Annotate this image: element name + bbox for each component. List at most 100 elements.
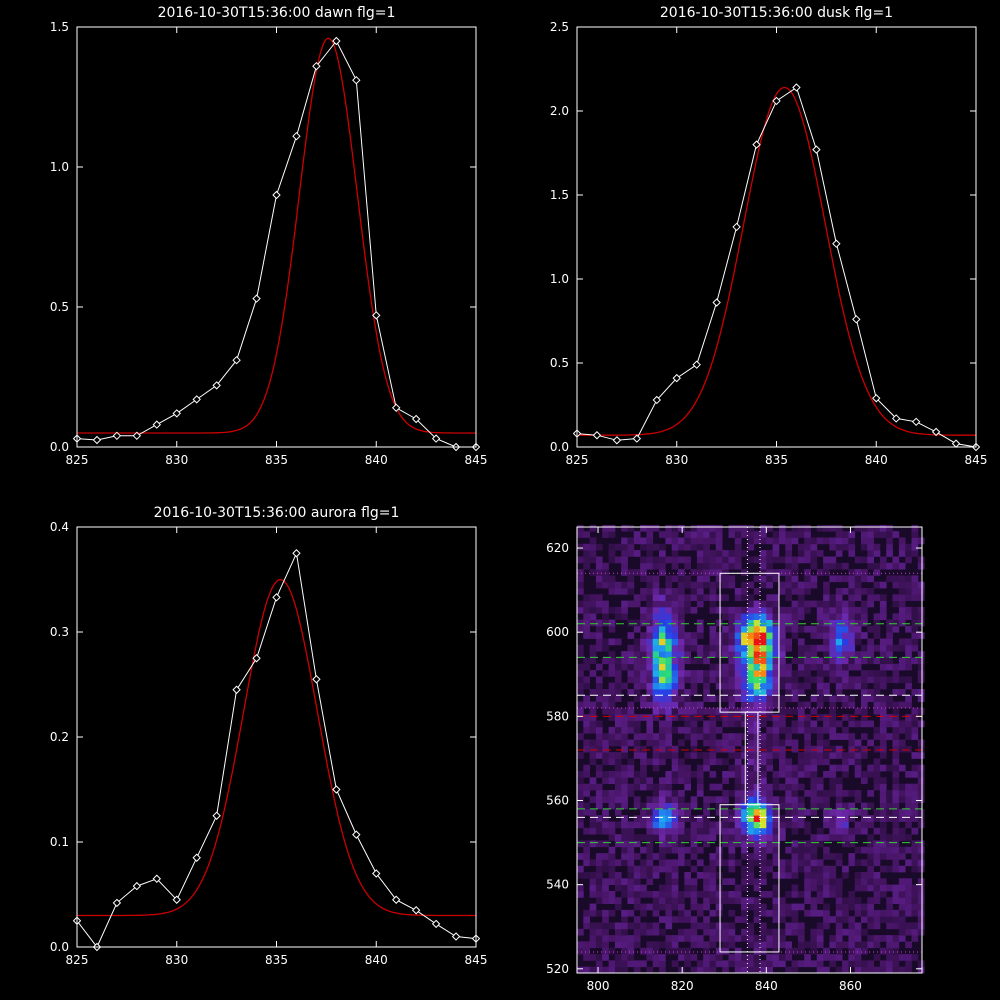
heatmap-cell [608,947,616,955]
heatmap-cell [583,916,590,923]
heatmap-cell [734,714,742,721]
heatmap-cell [589,745,597,753]
heatmap-cell [734,613,742,620]
heatmap-cell [690,689,698,696]
heatmap-cell [898,600,906,608]
heatmap-cell [703,897,710,904]
heatmap-cell [665,802,673,810]
heatmap-cell [734,827,742,835]
heatmap-cell [835,695,843,702]
data-point [112,898,122,908]
heatmap-cell [898,606,906,614]
heatmap-cell [734,802,742,810]
data-point [772,96,781,106]
heatmap-cell [816,966,824,974]
heatmap-cell [823,815,830,822]
heatmap-cell [917,790,925,797]
heatmap-cell [728,575,736,583]
heatmap-cell [728,625,736,633]
heatmap-cell [760,619,767,627]
heatmap-cell [766,619,773,627]
heatmap-cell [835,752,843,759]
heatmap-cell [753,790,761,797]
heatmap-cell [741,670,748,677]
heatmap-cell [722,707,729,715]
heatmap-cell [760,613,767,620]
heatmap-cell [734,897,742,904]
heatmap-cell [602,638,609,646]
heatmap-cell [709,834,717,841]
heatmap-cell [652,827,660,835]
heatmap-cell [867,821,874,829]
heatmap-cell [589,954,597,961]
data-point [712,298,721,307]
heatmap-cell [848,600,856,608]
heatmap-cell [583,739,590,747]
heatmap-cell [684,771,691,778]
heatmap-cell [804,588,811,595]
heatmap-cell [873,853,881,860]
heatmap-cell [589,537,597,545]
heatmap-cell [917,821,925,829]
heatmap-cell [728,834,736,841]
heatmap-cell [785,771,792,778]
heatmap-cell [810,581,818,589]
heatmap-cell [760,853,767,860]
heatmap-cell [741,606,748,614]
heatmap-cell [886,834,893,841]
heatmap-cell [791,960,799,968]
heatmap-cell [835,733,843,740]
y-tick-label: 1.0 [50,160,69,174]
heatmap-cell [633,594,641,601]
heatmap-cell [753,644,761,652]
heatmap-cell [760,701,767,709]
heatmap-cell [879,815,887,822]
heatmap-cell [905,859,912,867]
heatmap-cell [879,663,887,671]
heatmap-cell [823,726,830,734]
heatmap-cell [614,790,622,797]
heatmap-cell [690,682,698,690]
heatmap-cell [678,935,685,942]
heatmap-cell [829,865,837,873]
heatmap-cell [823,670,830,677]
data-point [792,83,801,92]
heatmap-cell [684,846,691,854]
heatmap-cell [684,960,691,968]
heatmap-cell [640,903,647,911]
heatmap-cell [741,865,748,873]
heatmap-cell [633,783,641,791]
heatmap-cell [810,625,818,633]
heatmap-cell [753,689,761,696]
heatmap-cell [823,638,830,646]
heatmap-cell [671,644,679,652]
heatmap-cell [753,960,761,968]
heatmap-cell [722,644,729,652]
heatmap-cell [633,689,641,696]
heatmap-cell [715,846,723,854]
heatmap-cell [583,594,590,601]
heatmap-cell [696,777,704,784]
heatmap-cell [804,676,811,684]
heatmap-cell [873,581,881,589]
heatmap-cell [867,941,874,949]
heatmap-cell [602,689,609,696]
heatmap-cell [646,808,654,816]
heatmap-cell [722,651,729,658]
heatmap-cell [879,670,887,677]
heatmap-cell [583,947,590,955]
heatmap-cell [671,872,679,879]
heatmap-cell [829,638,837,646]
heatmap-cell [905,802,912,810]
heatmap-cell [671,897,679,904]
heatmap-cell [614,966,622,974]
heatmap-cell [589,891,597,898]
heatmap-cell [602,733,609,740]
heatmap-cell [728,752,736,759]
heatmap-cell [671,821,679,829]
heatmap-cell [835,941,843,949]
heatmap-cell [892,531,900,538]
heatmap-cell [589,657,597,665]
heatmap-cell [779,663,786,671]
heatmap-cell [753,600,761,608]
